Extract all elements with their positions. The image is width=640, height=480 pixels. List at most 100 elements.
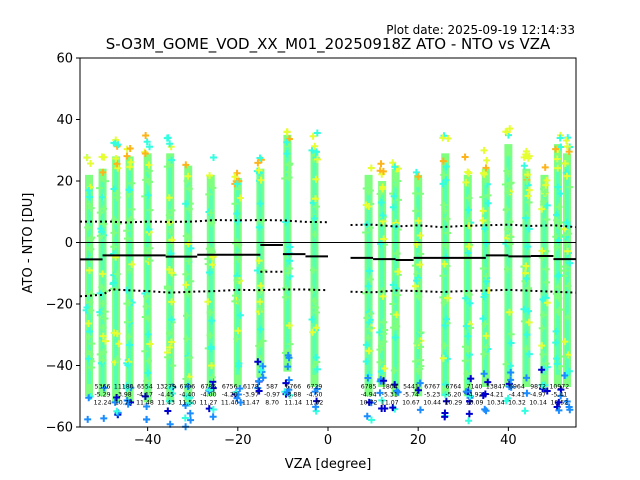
scatter-point [141,392,149,400]
scatter-point [440,201,448,209]
scatter-point [167,338,175,346]
scatter-point [110,229,118,237]
bin-stat-label: 10.32 [508,400,526,407]
bin-stat-label: -4.41 [509,392,525,399]
scatter-point [522,374,530,382]
scatter-point [110,329,118,337]
scatter-column [439,132,452,421]
scatter-point [187,416,195,424]
scatter-point [479,207,487,215]
scatter-point [311,231,319,239]
scatter-point [207,209,215,217]
bin-stat-label: 12.24 [94,400,112,407]
scatter-point [539,350,547,358]
scatter-point [389,159,397,167]
scatter-point [481,320,489,328]
scatter-point [127,158,135,166]
scatter-point [482,407,490,415]
scatter-point [525,225,533,233]
scatter-point [524,181,532,189]
scatter-point [464,168,472,176]
scatter-point [376,346,384,354]
scatter-point [101,337,109,345]
scatter-point [506,125,514,133]
scatter-point [85,355,93,363]
scatter-point [365,203,373,211]
scatter-point [481,405,489,413]
scatter-point [376,358,384,366]
scatter-point [282,293,290,301]
scatter-point [503,265,511,273]
scatter-point [168,206,176,214]
scatter-point [465,417,473,425]
bin-stat-label: 11.14 [284,400,302,407]
scatter-point [169,362,177,370]
scatter-point [84,223,92,231]
scatter-point [100,205,108,213]
scatter-point [554,272,562,280]
bin-stat-label: 11.27 [200,400,218,407]
y-tick-label: 0 [65,236,73,251]
scatter-point [561,231,569,239]
scatter-point [168,316,176,324]
scatter-point [365,347,373,355]
bin-stat-label: 13847 [486,384,506,391]
scatter-point [521,407,529,415]
y-tick-label: −20 [46,298,73,313]
scatter-point [464,332,472,340]
bin-stat-label: -5.23 [424,392,440,399]
scatter-point [380,377,388,385]
scatter-point [168,384,176,392]
scatter-point [479,193,487,201]
scatter-column [362,164,376,424]
scatter-point [389,300,397,308]
scatter-point [312,203,320,211]
scatter-point [183,312,191,320]
scatter-point [144,191,152,199]
scatter-point [312,403,320,411]
scatter-column [281,128,294,399]
scatter-point [99,299,107,307]
scatter-point [363,412,371,420]
scatter-point [364,374,372,382]
scatter-point [98,283,106,291]
scatter-point [98,228,106,236]
scatter-point [114,220,122,228]
scatter-point [539,295,547,303]
scatter-point [380,338,388,346]
scatter-point [563,240,571,248]
scatter-point [465,291,473,299]
scatter-point [309,132,317,140]
scatter-point [412,357,420,365]
scatter-point [480,146,488,154]
scatter-point [506,218,514,226]
scatter-column [411,168,425,414]
scatter-point [412,207,420,215]
scatter-point [206,308,214,316]
scatter-column [389,159,402,413]
scatter-point [553,243,561,251]
scatter-band-core [555,156,560,375]
scatter-point [101,177,109,185]
scatter-point [441,391,449,399]
scatter-point [128,260,136,268]
scatter-point [311,388,319,396]
scatter-point [507,383,515,391]
scatter-point [255,166,263,174]
scatter-point [444,229,452,237]
scatter-point [484,191,492,199]
upper-std-line [80,219,577,229]
scatter-point [563,172,571,180]
scatter-point [125,186,133,194]
scatter-point [543,387,551,395]
scatter-point [166,228,174,236]
bin-stat-label: 6706 [179,384,195,391]
scatter-band-core [506,156,511,375]
scatter-point [110,243,118,251]
scatter-point [507,376,515,384]
scatter-point [501,180,509,188]
scatter-point [414,217,422,225]
scatter-point [100,220,108,228]
x-axis: −40 −20 0 20 40 [134,427,517,448]
scatter-point [96,232,104,240]
